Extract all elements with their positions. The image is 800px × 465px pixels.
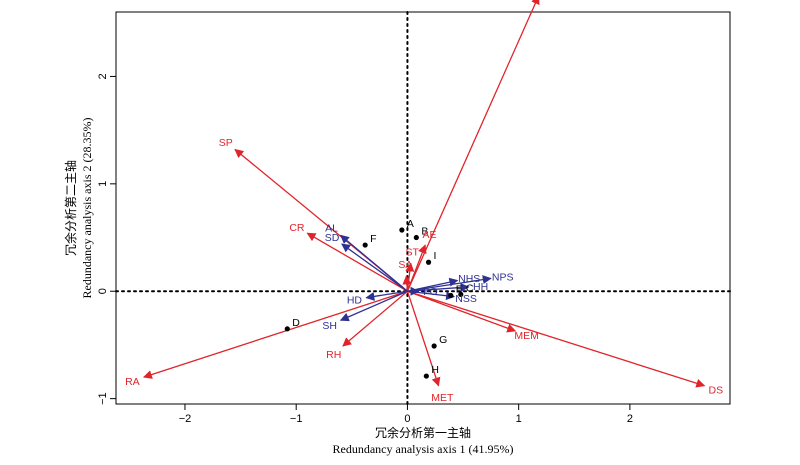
sample-point-label: B [421, 226, 428, 238]
red-vector-sa [402, 275, 412, 292]
red-vector-ra [142, 290, 408, 379]
blue-vector-label: NHS [458, 273, 480, 285]
x-tick-label: 2 [627, 413, 633, 425]
x-axis-title: Redundancy analysis axis 1 (41.95%) [333, 442, 514, 456]
vector-labels: ASSPCRAESTSAMEMDSRARHMETALSDNHSNPSHHHDSH… [125, 137, 724, 404]
red-vector-ds [407, 290, 706, 388]
y-axis-title: Redundancy analysis axis 2 (28.35%) [80, 118, 94, 299]
x-axis-title-cn: 冗余分析第一主轴 [375, 425, 471, 440]
red-vector-label: MET [431, 392, 454, 404]
y-tick-label: 2 [97, 73, 109, 79]
red-vector-mem [407, 290, 517, 333]
red-vector-label: RH [326, 349, 341, 361]
red-vector-met [406, 291, 441, 387]
blue-vector-label: AL [325, 223, 338, 235]
blue-vector-sh [339, 290, 408, 322]
plot-frame [115, 11, 731, 405]
sample-point-h [423, 373, 429, 379]
red-vector-rh [342, 290, 408, 347]
x-tick-label: −2 [179, 413, 192, 425]
red-vector-label: RA [125, 376, 140, 388]
blue-vector-label: HD [347, 295, 363, 307]
sample-point-f [362, 242, 368, 248]
sample-point-label: A [407, 218, 414, 230]
blue-vectors [339, 234, 492, 322]
y-tick-label: 1 [97, 181, 109, 187]
red-vector-label: SP [219, 137, 233, 149]
sample-point-a [399, 227, 405, 233]
sample-point-label: I [434, 250, 437, 262]
x-tick-label: 0 [404, 413, 410, 425]
blue-vector-label: NSS [455, 293, 477, 305]
reference-lines [115, 11, 731, 405]
sample-point-label: G [439, 334, 447, 346]
sample-point-label: E [456, 284, 463, 296]
red-vector-label: AE [423, 229, 437, 241]
blue-vector-label: NPS [492, 272, 514, 284]
sample-points: AB C D E F G H I [284, 218, 474, 379]
sample-point-c [458, 291, 464, 298]
sample-point-d [284, 326, 290, 332]
x-tick-label: 1 [516, 413, 522, 425]
x-tick-label: −1 [290, 413, 303, 425]
blue-vector-hd [365, 290, 408, 301]
sample-point-e [448, 292, 454, 299]
red-vector-label: CR [289, 222, 305, 234]
red-vector-cr [306, 232, 408, 292]
blue-vector-nps [407, 275, 492, 292]
y-tick-label: 0 [97, 288, 109, 294]
y-axis: −1 0 1 2 [97, 73, 116, 405]
sample-point-label: H [431, 364, 439, 376]
red-vector-as [406, 0, 540, 292]
sample-point-i [425, 259, 432, 265]
red-vector-label: DS [709, 384, 724, 396]
y-tick-label: −1 [97, 392, 109, 405]
y-axis-title-cn: 冗余分析第二主轴 [63, 160, 78, 256]
x-axis: −2 −1 0 1 2 [179, 404, 633, 425]
blue-vector-label: SD [325, 232, 340, 244]
red-vector-label: MEM [514, 330, 539, 342]
sample-point-label: C [466, 282, 474, 294]
blue-vector-label: HH [473, 281, 488, 293]
blue-vector-label: SH [322, 320, 337, 332]
sample-point-g [431, 343, 437, 349]
sample-point-label: D [292, 317, 300, 329]
sample-point-b [413, 234, 419, 241]
red-vectors [142, 0, 706, 388]
red-vector-label: ST [405, 246, 419, 258]
blue-vector-al [339, 234, 408, 292]
sample-point-label: F [370, 233, 376, 245]
blue-vector-sd [341, 243, 408, 292]
red-vector-label: SA [398, 259, 412, 271]
blue-vector-label: FO [423, 286, 438, 298]
